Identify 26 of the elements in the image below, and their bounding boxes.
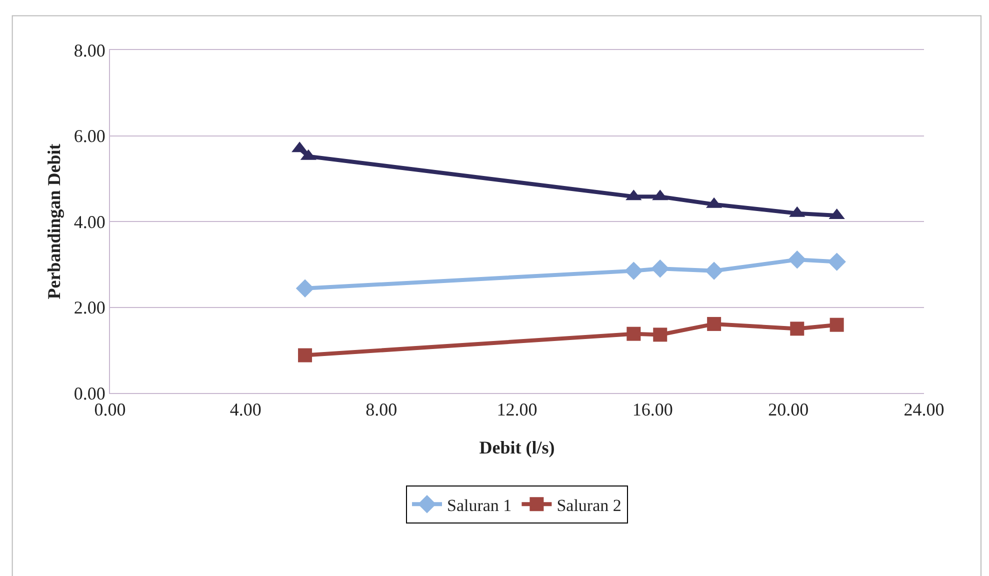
point [624,262,643,280]
point [296,279,314,298]
x-tick-label: 24.00 [904,400,944,420]
y-tick-label: 4.00 [74,212,106,232]
y-axis-title: Perbandingan Debit [44,144,64,300]
point [707,316,722,331]
legend-label: Saluran 1 [447,496,512,515]
y-tick-label: 6.00 [74,126,106,146]
point [651,260,670,278]
y-tick-label: 8.00 [74,40,106,60]
legend-label: Saluran 2 [556,496,622,515]
x-tick-label: 16.00 [632,400,673,420]
point [653,328,668,342]
point [828,252,846,271]
point [704,262,724,280]
x-axis-title: Debit (l/s) [479,438,555,458]
x-tick-label: 20.00 [768,400,809,420]
x-tick-label: 12.00 [496,400,538,420]
point [788,250,806,269]
y-tick-label: 2.00 [74,298,106,318]
point [626,326,641,341]
x-tick-label: 8.00 [366,400,398,420]
point [830,318,844,332]
point [790,322,804,336]
point [298,348,312,362]
x-tick-label: 4.00 [230,400,262,420]
